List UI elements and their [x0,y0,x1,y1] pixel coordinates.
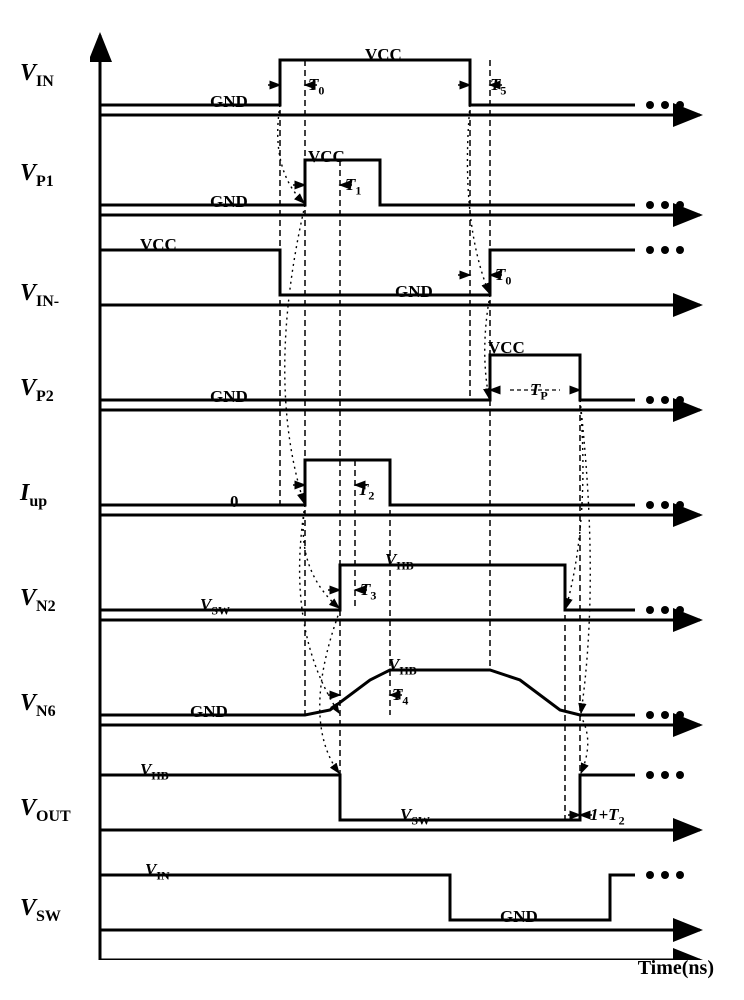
plot-area: GNDVCCT0T5GNDVCCT1VCCGNDT0GNDVCCTP0T2VSW… [90,20,710,960]
annotation: GND [500,907,538,927]
annotation: VCC [488,338,525,358]
signal-label-vout: VOUT [20,795,82,826]
annotation: T4 [392,685,408,708]
signal-label-vp2: VP2 [20,375,82,406]
annotation: TP [530,380,548,403]
annotation: T2 [358,480,374,503]
annotation: GND [210,192,248,212]
annotation: T0 [495,265,511,288]
annotation: VHB [140,760,169,783]
annotation: T5 [490,75,506,98]
signal-label-vin: VIN [20,60,82,91]
annotation: VHB [385,550,414,573]
annotation: GND [210,387,248,407]
timing-diagram: VIN VP1 VIN- VP2 Iup VN2 VN6 VOUT VSW GND VCC T0 T5… [20,20,724,980]
annotation: VCC [365,45,402,65]
signal-label-vn2: VN2 [20,585,82,616]
annotation: GND [395,282,433,302]
annotation: GND [190,702,228,722]
signal-label-vsw: VSW [20,895,82,926]
annotation: T0 [308,75,324,98]
signal-label-vn6: VN6 [20,690,82,721]
annotation: 1+T2 [590,805,625,828]
annotation: VCC [308,147,345,167]
signal-label-vin_: VIN- [20,280,82,311]
annotation: VCC [140,235,177,255]
annotation: VSW [400,805,430,828]
annotation: VIN [145,860,170,883]
signal-label-vp1: VP1 [20,160,82,191]
annotation: GND [210,92,248,112]
annotation: VHB [388,655,417,678]
annotation: T1 [345,175,361,198]
signal-label-iup: Iup [20,480,82,511]
annotation: 0 [230,492,239,512]
x-axis-label: Time(ns) [638,957,714,980]
annotation: T3 [360,580,376,603]
annotation: VSW [200,595,230,618]
